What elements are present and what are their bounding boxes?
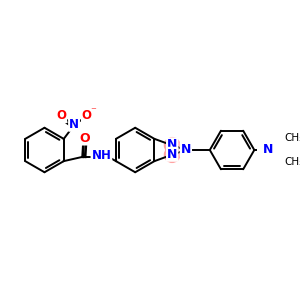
Text: N: N [181,143,191,156]
Text: N: N [69,118,79,131]
Text: O: O [82,109,92,122]
Text: N: N [263,143,273,156]
Text: N: N [167,148,177,161]
Text: O: O [56,109,66,122]
Text: NH: NH [92,149,111,163]
Text: ⁻: ⁻ [90,106,96,116]
Text: O: O [79,131,90,145]
Text: CH₃: CH₃ [284,157,300,167]
Circle shape [164,147,180,162]
Text: CH₃: CH₃ [284,133,300,143]
Text: N: N [167,138,177,152]
Circle shape [164,138,180,153]
